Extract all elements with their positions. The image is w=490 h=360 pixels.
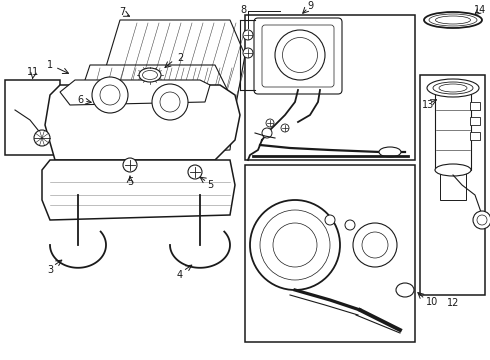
Polygon shape (75, 65, 235, 155)
Ellipse shape (379, 147, 401, 157)
Circle shape (262, 128, 272, 138)
Text: 6: 6 (77, 95, 83, 105)
Ellipse shape (143, 71, 157, 80)
Text: 9: 9 (307, 1, 313, 11)
Text: 3: 3 (47, 265, 53, 275)
Ellipse shape (275, 30, 325, 80)
Circle shape (100, 85, 120, 105)
Circle shape (188, 165, 202, 179)
Circle shape (353, 223, 397, 267)
Ellipse shape (427, 79, 479, 97)
Text: 4: 4 (177, 270, 183, 280)
Ellipse shape (439, 84, 467, 92)
Text: 11: 11 (27, 67, 39, 77)
Circle shape (477, 215, 487, 225)
Text: 1: 1 (47, 60, 53, 70)
Polygon shape (45, 85, 240, 160)
Circle shape (273, 223, 317, 267)
Text: 7: 7 (119, 7, 125, 17)
Circle shape (250, 200, 340, 290)
Circle shape (266, 119, 274, 127)
Ellipse shape (283, 37, 318, 72)
Ellipse shape (436, 16, 470, 24)
Polygon shape (42, 160, 235, 220)
Polygon shape (245, 15, 415, 160)
Text: 8: 8 (240, 5, 246, 15)
Polygon shape (60, 80, 210, 105)
Text: 14: 14 (474, 5, 486, 15)
Circle shape (34, 130, 50, 146)
Text: 5: 5 (207, 180, 213, 190)
Circle shape (123, 158, 137, 172)
Circle shape (281, 124, 289, 132)
Circle shape (345, 220, 355, 230)
Bar (245, 165, 415, 342)
Circle shape (362, 232, 388, 258)
Bar (470, 117, 480, 125)
Text: 12: 12 (447, 298, 459, 308)
Circle shape (325, 215, 335, 225)
Circle shape (243, 48, 253, 58)
Text: 10: 10 (426, 297, 438, 307)
Polygon shape (105, 20, 245, 110)
Ellipse shape (433, 82, 473, 94)
Bar (440, 172, 466, 200)
Ellipse shape (396, 283, 414, 297)
Circle shape (160, 92, 180, 112)
Circle shape (92, 77, 128, 113)
Circle shape (152, 84, 188, 120)
Circle shape (260, 210, 330, 280)
Bar (470, 132, 480, 140)
Bar (435, 90, 471, 170)
Circle shape (473, 211, 490, 229)
Bar (470, 102, 480, 110)
Text: 5: 5 (127, 177, 133, 187)
Ellipse shape (429, 14, 477, 26)
Ellipse shape (139, 68, 161, 82)
Text: 13: 13 (422, 100, 434, 110)
Ellipse shape (435, 164, 471, 176)
Text: 2: 2 (177, 53, 183, 63)
Circle shape (243, 30, 253, 40)
Bar (420, 75, 485, 295)
Ellipse shape (424, 12, 482, 28)
Bar (5, 80, 60, 155)
